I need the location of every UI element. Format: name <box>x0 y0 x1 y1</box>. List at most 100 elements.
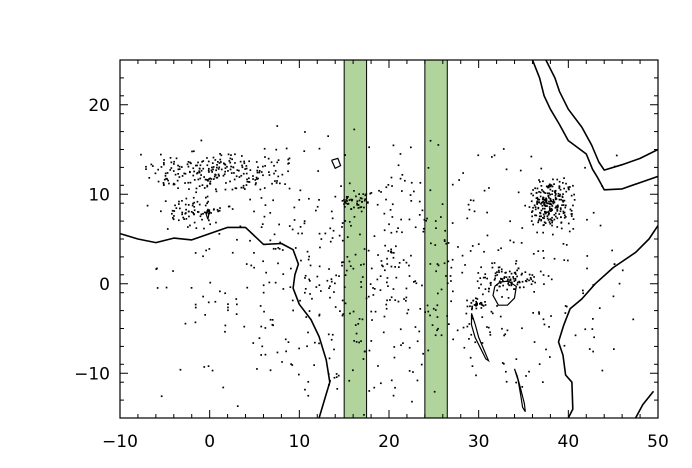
data-point <box>164 175 167 177</box>
data-point <box>165 286 168 289</box>
data-point <box>198 203 201 206</box>
data-point <box>477 243 480 245</box>
data-point <box>174 204 176 207</box>
data-point <box>344 220 347 222</box>
data-point <box>219 290 221 293</box>
data-point <box>175 157 178 160</box>
data-point <box>262 284 265 287</box>
data-point <box>272 199 274 202</box>
data-point <box>548 206 551 208</box>
data-point <box>354 324 357 326</box>
data-point <box>273 233 276 236</box>
data-point <box>172 182 175 185</box>
data-point <box>224 163 227 166</box>
data-point <box>305 316 308 318</box>
data-point <box>542 190 545 193</box>
data-point <box>563 216 566 219</box>
data-point <box>537 219 540 222</box>
data-point <box>156 287 159 289</box>
data-point <box>276 351 279 354</box>
data-point <box>175 207 178 209</box>
data-point <box>467 203 470 206</box>
data-point <box>318 199 320 201</box>
data-point <box>429 139 432 142</box>
data-point <box>220 154 223 157</box>
data-point <box>196 164 198 167</box>
data-point <box>509 220 511 223</box>
data-point <box>420 363 423 366</box>
data-point <box>224 292 226 295</box>
data-point <box>468 323 471 325</box>
data-point <box>304 388 306 391</box>
data-point <box>288 225 291 227</box>
data-point <box>435 270 437 273</box>
data-point <box>355 341 358 343</box>
data-point <box>551 221 553 224</box>
data-point <box>559 193 561 196</box>
data-point <box>369 192 372 195</box>
data-point <box>262 165 264 168</box>
data-point <box>201 218 203 221</box>
data-point <box>260 354 262 356</box>
y-tick-label: 10 <box>88 185 110 205</box>
data-point <box>371 319 373 321</box>
data-point <box>268 171 270 173</box>
data-point <box>383 315 386 318</box>
data-point <box>478 287 480 289</box>
data-point <box>524 204 526 207</box>
data-point <box>554 191 557 194</box>
data-point <box>443 240 446 242</box>
data-point <box>249 198 251 201</box>
data-point <box>243 160 245 163</box>
data-point <box>535 197 538 200</box>
data-point <box>382 331 385 334</box>
data-point <box>556 204 559 207</box>
data-point <box>482 305 485 307</box>
data-point <box>334 195 337 198</box>
data-point <box>181 213 183 216</box>
data-point <box>200 169 203 172</box>
data-point <box>370 340 373 342</box>
data-point <box>430 242 432 245</box>
data-point <box>191 150 193 153</box>
data-point <box>544 222 547 224</box>
data-point <box>304 288 307 290</box>
x-tick-label: 10 <box>289 432 311 452</box>
data-point <box>362 263 365 266</box>
data-point <box>560 216 562 218</box>
data-point <box>344 154 346 156</box>
data-point <box>565 182 567 185</box>
data-point <box>469 305 471 308</box>
data-point <box>572 228 575 230</box>
data-point <box>516 281 519 284</box>
data-point <box>540 185 543 187</box>
data-point <box>599 224 602 227</box>
data-point <box>592 284 595 286</box>
data-point <box>307 331 309 334</box>
data-point <box>346 256 349 258</box>
data-point <box>562 200 564 203</box>
data-point <box>193 213 195 216</box>
data-point <box>466 325 469 328</box>
data-point <box>184 182 186 184</box>
data-point <box>239 160 242 163</box>
data-point <box>551 185 554 188</box>
data-point <box>392 252 395 254</box>
data-point <box>471 365 474 367</box>
data-point <box>545 211 548 214</box>
data-point <box>363 350 366 353</box>
data-point <box>547 202 549 205</box>
data-point <box>386 277 389 279</box>
data-point <box>205 249 207 252</box>
data-point <box>531 211 533 213</box>
data-point <box>303 220 306 222</box>
data-point <box>246 286 249 289</box>
data-point <box>168 182 170 185</box>
data-point <box>518 280 521 283</box>
data-point <box>521 386 524 388</box>
data-point <box>352 267 355 270</box>
data-point <box>166 178 168 180</box>
data-point <box>360 286 363 288</box>
data-point <box>361 318 364 321</box>
data-point <box>264 156 266 158</box>
